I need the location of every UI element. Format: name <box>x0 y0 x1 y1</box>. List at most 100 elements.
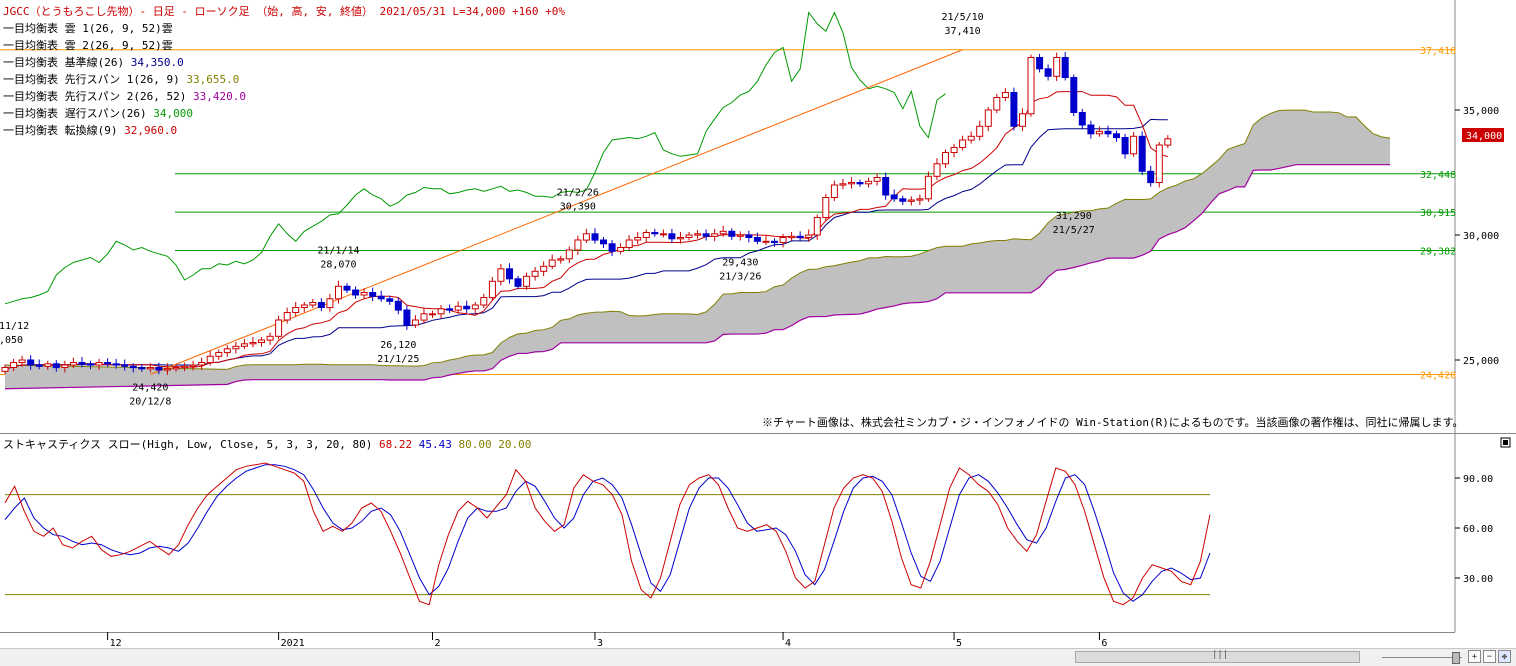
candle-body <box>993 97 1001 111</box>
stochastic-lower-value: 20.00 <box>498 438 531 451</box>
date-tick-label: 2021 <box>281 638 305 648</box>
candle-body <box>352 289 360 296</box>
candle-body <box>411 319 419 326</box>
legend-row: 一目均衡表 転換線(9) 32,960.0 <box>3 123 177 137</box>
annotation-price: 31,290 <box>1056 211 1092 222</box>
candle-body <box>420 313 428 321</box>
candle-body <box>1010 92 1018 127</box>
candle-body <box>360 292 368 296</box>
candle-body <box>172 367 180 370</box>
candle-body <box>446 308 454 311</box>
legend-label: 一目均衡表 先行スパン 2(26, 52) <box>3 89 186 103</box>
zoom-slider[interactable] <box>1382 651 1462 664</box>
candle-body <box>377 295 385 300</box>
candle-body <box>830 184 838 198</box>
candle-body <box>659 233 667 236</box>
candle-body <box>146 367 154 370</box>
zoom-slider-knob[interactable] <box>1452 652 1460 664</box>
candle-body <box>35 364 43 367</box>
zoom-in-button[interactable]: + <box>1468 650 1481 663</box>
candle-body <box>548 259 556 267</box>
leading-span-2-line <box>4 164 1391 390</box>
price-annotation: 21/1/25 26,120 <box>377 340 419 365</box>
annotation-price: 24,420 <box>132 383 168 394</box>
candle-body <box>112 363 120 366</box>
candle-body <box>215 352 223 357</box>
legend-label: 一目均衡表 雲 2(26, 9, 52) <box>3 38 162 52</box>
legend-row: 一目均衡表 先行スパン 1(26, 9) 33,655.0 <box>3 72 239 86</box>
stochastic-tick-label: 90.00 <box>1463 474 1493 485</box>
candle-body <box>882 177 890 196</box>
candle-body <box>300 304 308 308</box>
candle-body <box>181 365 189 369</box>
candle-body <box>984 109 992 127</box>
candle-body <box>565 249 573 260</box>
cloud-fill <box>5 110 1391 389</box>
candle-body <box>121 364 129 367</box>
legend-row: 一目均衡表 雲 1(26, 9, 52)雲 <box>3 21 173 35</box>
scrollbar-thumb[interactable] <box>1075 651 1360 663</box>
candle-body <box>198 362 206 366</box>
close-pane-button[interactable] <box>1500 437 1511 448</box>
legend-value: 33,655.0 <box>186 73 239 86</box>
zoom-out-button[interactable]: − <box>1483 650 1496 663</box>
candle-body <box>497 268 505 282</box>
candle-body <box>873 177 881 182</box>
candle-body <box>899 198 907 202</box>
legend-row: 一目均衡表 遅行スパン(26) 34,000 <box>3 106 193 120</box>
candle-body <box>540 265 548 272</box>
price-axis: 25,000 30,000 35,000 37,410 32,448 30,915 29,3… <box>1420 46 1504 382</box>
price-tick-label: 25,000 <box>1463 356 1499 367</box>
candle-body <box>942 152 949 165</box>
legend-value: 33,420.0 <box>193 90 246 103</box>
stochastic-pane <box>4 462 1211 606</box>
horizontal-scrollbar[interactable]: ||| + − ✥ <box>0 648 1516 666</box>
candle-body <box>779 237 787 243</box>
candles <box>1 52 1172 375</box>
annotation-date: 21/1/14 <box>317 245 359 256</box>
candle-body <box>1113 133 1120 139</box>
candle-body <box>266 335 274 341</box>
chart-canvas[interactable]: 20/11/12 25,050 20/12/8 24,420 21/1/14 28,070… <box>0 0 1516 649</box>
chikou-line <box>4 11 946 305</box>
annotation-date: 20/12/8 <box>129 397 171 408</box>
legend-row: 一目均衡表 先行スパン 2(26, 52) 33,420.0 <box>3 89 246 103</box>
candle-body <box>283 312 291 321</box>
candle-body <box>591 233 599 241</box>
candle-body <box>437 308 445 315</box>
candle-body <box>463 305 471 310</box>
annotation-price: 26,120 <box>380 340 416 351</box>
candle-body <box>531 270 539 277</box>
candle-body <box>933 163 941 177</box>
candle-body <box>386 298 394 302</box>
candle-body <box>523 275 531 287</box>
candle-body <box>1027 57 1035 115</box>
candle-body <box>1019 113 1026 127</box>
candle-body <box>87 363 94 366</box>
candle-body <box>702 233 710 237</box>
stochastic-upper-value: 80.00 <box>459 438 492 451</box>
price-annotation: 21/1/14 28,070 <box>317 245 359 270</box>
stochastic-axis: 90.00 60.00 30.00 <box>1455 474 1493 585</box>
fit-view-button[interactable]: ✥ <box>1498 650 1511 663</box>
candle-body <box>369 292 377 297</box>
reference-line-label: 24,420 <box>1420 371 1456 382</box>
candle-body <box>164 368 171 371</box>
candle-body <box>839 183 847 186</box>
candle-body <box>950 147 958 153</box>
candle-body <box>394 300 402 311</box>
legend-value: 34,000 <box>153 107 193 120</box>
candle-body <box>27 359 35 366</box>
candle-body <box>574 239 582 251</box>
candle-body <box>753 237 761 242</box>
candle-body <box>292 307 300 313</box>
annotation-price: 29,430 <box>722 257 758 268</box>
legend-value: 32,960.0 <box>124 124 177 137</box>
candle-body <box>582 233 590 241</box>
legend-row: 一目均衡表 雲 2(26, 9, 52)雲 <box>3 38 173 52</box>
candle-body <box>822 197 830 218</box>
candle-body <box>634 237 642 241</box>
scrollbar-grip-icon: ||| <box>1212 650 1229 660</box>
candle-body <box>1053 57 1061 77</box>
candle-body <box>805 234 813 238</box>
